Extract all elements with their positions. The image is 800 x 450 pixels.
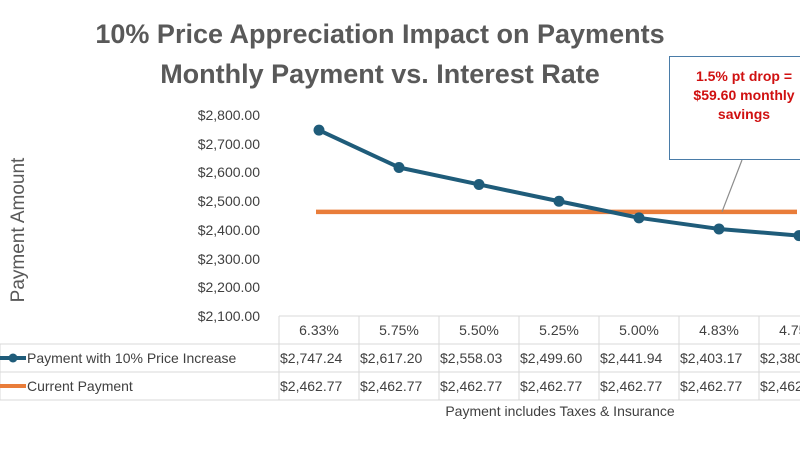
y-tick-label: $2,500.00 [197, 193, 260, 210]
data-table-cell: $2,462.77 [280, 378, 342, 394]
annotation-line-1: 1.5% pt drop = [695, 68, 793, 84]
series-price-increase-point [473, 178, 485, 190]
data-table-cell: $2,403.17 [680, 350, 742, 366]
series-price-increase-point [393, 161, 405, 173]
x-category-label: 5.50% [459, 322, 499, 338]
x-category-label: 5.25% [539, 322, 579, 338]
data-table-cell: $2,499.60 [520, 350, 582, 366]
series-price-increase-point [793, 230, 800, 242]
y-tick-label: $2,200.00 [197, 279, 260, 296]
chart-title: 10% Price Appreciation Impact on Payment… [95, 19, 665, 49]
legend-swatch-marker [8, 353, 18, 363]
data-table-cell: $2,462.77 [760, 378, 800, 394]
x-category-label: 5.00% [619, 322, 659, 338]
y-tick-label: $2,700.00 [197, 135, 260, 152]
series-price-increase-point [713, 223, 725, 235]
data-table-cell: $2,462.77 [680, 378, 742, 394]
legend-entry: Current Payment [27, 378, 133, 394]
data-table-cell: $2,462.77 [600, 378, 662, 394]
data-table-cell: $2,462.77 [440, 378, 502, 394]
chart-subtitle: Monthly Payment vs. Interest Rate [160, 59, 600, 89]
series-price-increase-point [553, 195, 565, 207]
y-tick-label: $2,300.00 [197, 250, 260, 267]
data-table-cell: $2,462.77 [520, 378, 582, 394]
chart-footnote: Payment includes Taxes & Insurance [445, 403, 675, 419]
y-tick-label: $2,400.00 [197, 221, 260, 238]
series-price-increase-point [633, 212, 645, 224]
annotation-leader-line [721, 159, 743, 213]
data-table-cell: $2,380.00 [760, 350, 800, 366]
data-table-cell: $2,462.77 [360, 378, 422, 394]
x-category-label: 4.75% [779, 322, 800, 338]
x-category-label: 5.75% [379, 322, 419, 338]
data-table-cell: $2,558.03 [440, 350, 502, 366]
y-tick-label: $2,800.00 [197, 107, 260, 123]
data-table-cell: $2,441.94 [600, 350, 662, 366]
y-tick-label: $2,600.00 [197, 164, 260, 181]
legend-entry: Payment with 10% Price Increase [27, 350, 237, 366]
annotation-line-2: $59.60 monthly [693, 87, 795, 103]
annotation-line-3: savings [717, 106, 771, 122]
x-category-label: 6.33% [299, 322, 339, 338]
data-table-cell: $2,617.20 [360, 350, 422, 366]
data-table-cell: $2,747.24 [280, 350, 342, 366]
x-category-label: 4.83% [699, 322, 739, 338]
annotation-callout: 1.5% pt drop = $59.60 monthly savings [669, 56, 800, 160]
y-tick-label: $2,100.00 [197, 308, 260, 324]
series-price-increase-point [313, 124, 325, 136]
